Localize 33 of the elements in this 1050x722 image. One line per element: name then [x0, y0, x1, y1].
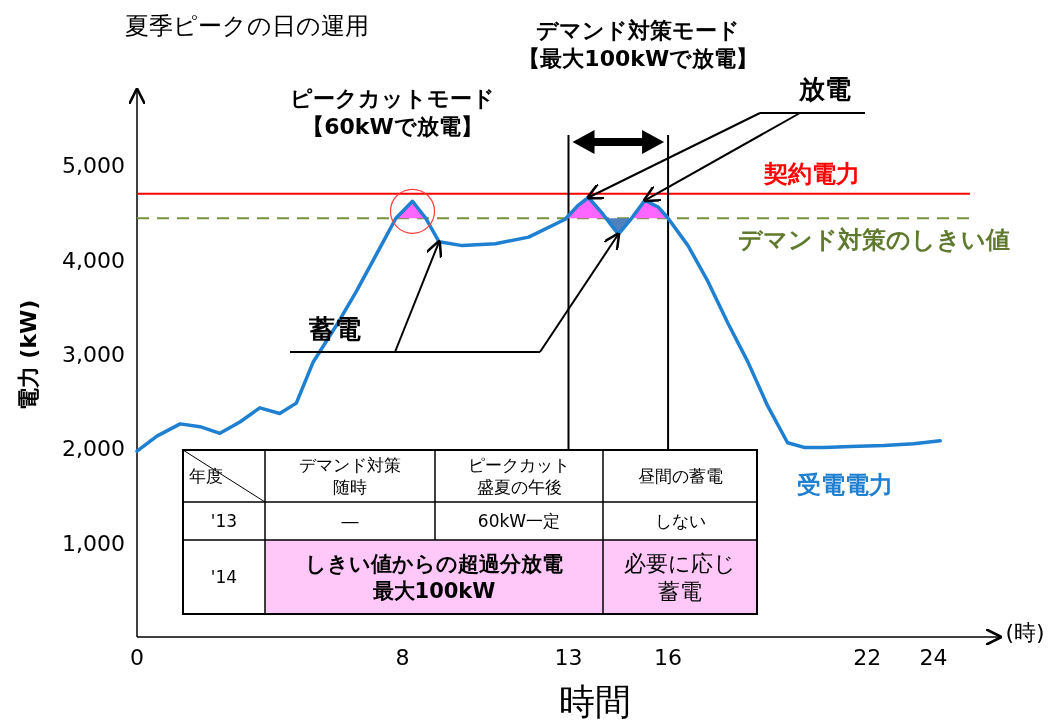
- x-tick-label: 22: [853, 645, 882, 670]
- chart-title: 夏季ピークの日の運用: [125, 12, 369, 40]
- annotation: '14: [210, 567, 238, 588]
- y-tick-label: 1,000: [62, 530, 125, 556]
- annotation: 必要に応じ蓄電: [624, 551, 736, 604]
- series-label: 受電電力: [797, 470, 894, 499]
- annotation: デマンド対策随時: [299, 455, 401, 497]
- y-tick-label: 3,000: [62, 342, 125, 368]
- y-tick-label: 2,000: [62, 436, 125, 462]
- ref-line-label: 契約電力: [763, 159, 860, 188]
- text: (時): [1005, 620, 1045, 645]
- annotation: 60kW一定: [477, 511, 561, 532]
- y-tick-label: 5,000: [62, 153, 125, 179]
- annotation: ―: [341, 511, 359, 532]
- y-axis-title: 電力 (kW): [16, 299, 41, 411]
- x-tick-label: 24: [919, 645, 948, 670]
- annotation: しない: [654, 511, 706, 532]
- x-axis-title: 時間: [559, 681, 631, 722]
- annotation: しきい値からの超過分放電最大100kW: [305, 552, 563, 603]
- annotation: ピークカットモード【60kWで放電】: [290, 86, 495, 139]
- ref-line-label: デマンド対策のしきい値: [738, 226, 1010, 255]
- x-tick-label: 0: [130, 645, 144, 670]
- annotation: 年度: [189, 466, 223, 487]
- annotation: 蓄電: [308, 314, 361, 344]
- x-tick-label: 13: [554, 645, 583, 670]
- text: デマンド対策モード【最大100kWで放電】: [518, 18, 759, 71]
- annotation: ピークカット盛夏の午後: [468, 455, 570, 497]
- annotation: 放電: [798, 74, 851, 104]
- annotation: '13: [210, 511, 238, 532]
- y-tick-label: 4,000: [62, 247, 125, 273]
- x-tick-label: 16: [654, 645, 683, 670]
- annotation: 昼間の蓄電: [637, 466, 723, 487]
- x-tick-label: 8: [395, 645, 410, 670]
